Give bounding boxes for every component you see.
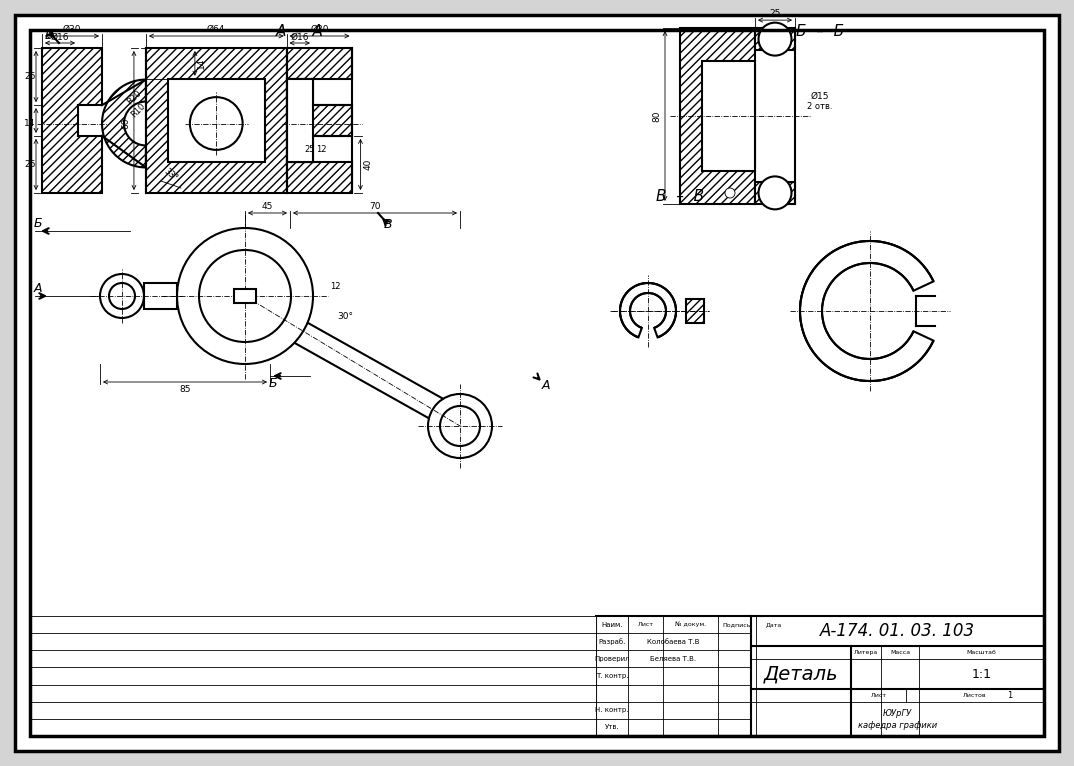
Text: 60: 60	[121, 118, 130, 129]
Text: Литера: Литера	[854, 650, 879, 655]
Circle shape	[440, 406, 480, 446]
Text: 14: 14	[25, 119, 35, 128]
Text: А  –  А: А – А	[276, 24, 324, 38]
Text: R10: R10	[129, 101, 147, 119]
Text: Деталь: Деталь	[764, 664, 839, 683]
Polygon shape	[287, 162, 352, 193]
Text: ЮУрГУ: ЮУрГУ	[883, 709, 912, 719]
Text: 26: 26	[25, 72, 35, 81]
Text: 12: 12	[316, 145, 326, 153]
Polygon shape	[755, 28, 795, 50]
Polygon shape	[287, 48, 352, 79]
Text: 25: 25	[769, 8, 781, 18]
Text: 25: 25	[304, 145, 315, 153]
Bar	[234, 289, 256, 303]
Text: В  –  В: В – В	[656, 188, 705, 204]
Text: 26: 26	[25, 160, 35, 169]
Text: Утв.: Утв.	[605, 725, 620, 731]
Circle shape	[199, 250, 291, 342]
Text: Лист: Лист	[871, 693, 886, 698]
Circle shape	[100, 274, 144, 318]
Bar	[702, 61, 755, 171]
Wedge shape	[800, 241, 940, 381]
Polygon shape	[292, 321, 444, 420]
Circle shape	[800, 241, 940, 381]
Text: Масса: Масса	[890, 650, 910, 655]
Bar	[596, 616, 1044, 736]
Text: № докум.: № докум.	[674, 622, 706, 627]
Text: 80: 80	[653, 110, 662, 122]
Polygon shape	[755, 182, 795, 204]
Bar	[30, 616, 596, 736]
Text: Лист: Лист	[638, 622, 653, 627]
Circle shape	[758, 23, 792, 56]
Text: R20: R20	[125, 88, 143, 106]
Text: Ø30: Ø30	[62, 25, 82, 34]
Text: 85: 85	[179, 385, 191, 394]
Text: А-174. 01. 03. 103: А-174. 01. 03. 103	[819, 622, 975, 640]
Text: 40: 40	[364, 159, 373, 170]
Text: 14: 14	[198, 57, 206, 69]
Text: 33°: 33°	[162, 167, 179, 183]
Text: 1:1: 1:1	[972, 667, 991, 680]
Circle shape	[758, 176, 792, 209]
Text: Б: Б	[33, 217, 42, 230]
Wedge shape	[870, 280, 942, 342]
Polygon shape	[287, 79, 352, 162]
Text: Ø64: Ø64	[207, 25, 226, 34]
Circle shape	[725, 188, 735, 198]
Text: Ø16: Ø16	[50, 32, 69, 41]
Bar	[686, 299, 703, 323]
Wedge shape	[102, 80, 146, 168]
Circle shape	[620, 283, 676, 339]
Bar	[680, 28, 755, 204]
Text: Проверил: Проверил	[594, 656, 629, 662]
Text: кафедра графики: кафедра графики	[858, 721, 938, 729]
Polygon shape	[42, 48, 102, 193]
Text: 2 отв.: 2 отв.	[808, 102, 832, 110]
Circle shape	[177, 228, 313, 364]
Circle shape	[190, 97, 243, 150]
Text: 1: 1	[1007, 691, 1012, 700]
Wedge shape	[620, 283, 676, 339]
Text: Беляева Т.В.: Беляева Т.В.	[650, 656, 696, 662]
Text: 45: 45	[261, 201, 273, 211]
Text: А: А	[33, 281, 42, 294]
Text: Листов: Листов	[963, 693, 987, 698]
Circle shape	[822, 263, 918, 359]
Text: В: В	[45, 28, 54, 41]
Text: Колобаева Т.В: Колобаева Т.В	[647, 639, 699, 645]
Circle shape	[630, 293, 666, 329]
Text: Наим.: Наим.	[601, 621, 623, 627]
Text: 70: 70	[369, 201, 381, 211]
Text: Разраб.: Разраб.	[598, 638, 626, 645]
Text: Масштаб: Масштаб	[967, 650, 997, 655]
Text: В: В	[383, 218, 392, 231]
Bar	[144, 283, 177, 309]
Bar	[287, 79, 313, 162]
Text: Б  –  Б: Б – Б	[796, 24, 844, 38]
Text: Б: Б	[268, 377, 277, 389]
Bar	[168, 79, 264, 162]
Text: Подпись: Подпись	[723, 622, 751, 627]
Wedge shape	[638, 311, 658, 341]
Text: Т. контр.: Т. контр.	[596, 673, 628, 679]
Circle shape	[429, 394, 492, 458]
Text: 12: 12	[330, 281, 340, 290]
Text: Н. контр.: Н. контр.	[595, 707, 628, 713]
Text: 30°: 30°	[337, 312, 353, 320]
Text: А: А	[541, 378, 550, 391]
Text: Ø30: Ø30	[310, 25, 329, 34]
Circle shape	[108, 283, 135, 309]
Text: Ø15: Ø15	[811, 91, 829, 100]
Text: Дата: Дата	[766, 622, 782, 627]
Text: Ø16: Ø16	[290, 32, 309, 41]
Bar	[146, 48, 287, 193]
